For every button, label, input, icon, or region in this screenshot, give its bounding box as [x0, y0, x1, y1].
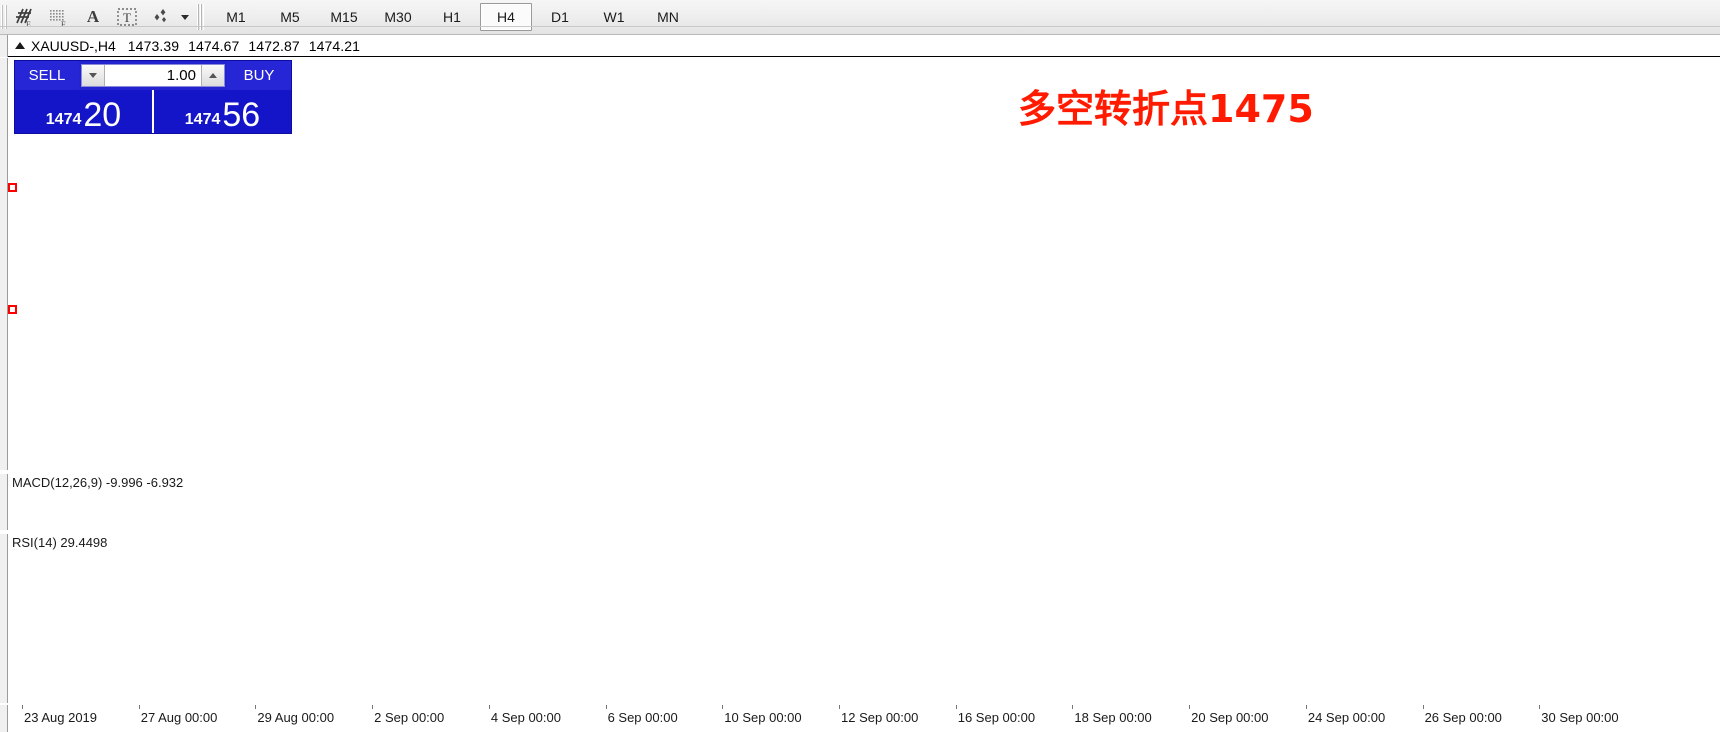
buy-price-pips: 56 [222, 96, 261, 134]
text-label-tool-icon[interactable]: T [111, 3, 143, 31]
date-axis-label: 20 Sep 00:00 [1191, 710, 1269, 725]
date-axis-baseline [0, 26, 1720, 27]
date-axis-tick [22, 705, 23, 709]
date-axis-tick [255, 705, 257, 709]
timeframe-m1[interactable]: M1 [226, 9, 246, 25]
date-axis-tick [138, 705, 140, 709]
date-axis-tick [955, 705, 957, 709]
date-axis-label: 29 Aug 00:00 [257, 710, 335, 725]
date-axis-label: 6 Sep 00:00 [607, 710, 678, 725]
chart-annotation-text: 多空转折点1475 [1018, 87, 1314, 131]
date-axis-label: 26 Sep 00:00 [1424, 710, 1502, 725]
buy-button[interactable]: BUY [227, 61, 291, 90]
date-axis-tick [1189, 705, 1191, 709]
symbol-name: XAUUSD-,H4 [31, 37, 116, 54]
date-axis-rail [0, 705, 8, 732]
hline-anchor-handle[interactable] [8, 305, 17, 315]
expert-advisors-icon[interactable]: E [9, 3, 41, 31]
toolbar-separator [197, 4, 204, 30]
timeframe-m30[interactable]: M30 [384, 9, 412, 25]
objects-icon[interactable] [145, 3, 177, 31]
rsi-title: RSI(14) 29.4498 [12, 535, 108, 550]
date-axis-label: 16 Sep 00:00 [957, 710, 1036, 725]
one-click-trading-panel[interactable]: SELL 1.00 BUY 1474 20 1474 56 [14, 60, 292, 134]
volume-stepper[interactable]: 1.00 [81, 64, 225, 87]
sell-price[interactable]: 1474 20 [15, 90, 152, 133]
rsi-pane-rail [0, 534, 8, 703]
date-axis-tick [1305, 705, 1307, 709]
date-axis-tick [1072, 705, 1074, 709]
volume-input[interactable]: 1.00 [105, 65, 201, 86]
svg-text:T: T [123, 10, 131, 25]
sell-button[interactable]: SELL [15, 61, 79, 90]
pane-rail [0, 34, 8, 57]
date-axis-label: 27 Aug 00:00 [140, 710, 218, 725]
macd-title: MACD(12,26,9) -9.996 -6.932 [12, 475, 184, 490]
timeframe-h1[interactable]: H1 [443, 9, 461, 25]
ohlc-high: 1474.67 [188, 37, 240, 54]
timeframe-w1[interactable]: W1 [603, 9, 625, 25]
ohlc-open: 1473.39 [127, 37, 180, 54]
date-axis-tick [605, 705, 607, 709]
buy-price-big-figure: 1474 [184, 111, 221, 128]
timeframe-d1[interactable]: D1 [551, 9, 569, 25]
collapse-triangle-icon[interactable] [15, 42, 25, 49]
svg-text:E: E [26, 20, 31, 28]
symbol-info-bar: XAUUSD-,H4 1473.39 1474.67 1472.87 1474.… [0, 34, 1720, 57]
date-axis-label: 12 Sep 00:00 [841, 710, 919, 725]
timeframe-mn[interactable]: MN [657, 9, 679, 25]
date-axis-tick [488, 705, 490, 709]
hline-anchor-handle[interactable] [8, 183, 17, 193]
indicators-icon[interactable]: F [43, 3, 75, 31]
trade-panel-prices: 1474 20 1474 56 [15, 90, 291, 133]
trade-panel-top-row: SELL 1.00 BUY [15, 61, 291, 90]
volume-decrease-button[interactable] [82, 65, 105, 86]
date-axis-tick [839, 705, 840, 709]
symbol-ohlc: 1473.39 1474.67 1472.87 1474.21 [128, 38, 365, 54]
volume-increase-button[interactable] [201, 65, 224, 86]
date-axis[interactable]: 23 Aug 2019 27 Aug 00:00 29 Aug 00:00 2 Sep… [0, 705, 1720, 732]
date-axis-tick [1422, 705, 1424, 709]
date-axis-label: 23 Aug 2019 [24, 710, 98, 725]
date-axis-tick [1539, 705, 1541, 709]
timeframe-m5[interactable]: M5 [280, 9, 300, 25]
date-axis-label: 24 Sep 00:00 [1307, 710, 1386, 725]
svg-text:F: F [61, 20, 66, 28]
objects-dropdown-chevron-down-icon[interactable] [178, 3, 192, 31]
ohlc-close: 1474.21 [308, 37, 361, 54]
date-axis-tick [372, 705, 374, 709]
date-axis-label: 2 Sep 00:00 [374, 710, 445, 725]
date-axis-label: 10 Sep 00:00 [724, 710, 802, 725]
toolbar-drag-handle[interactable] [1, 5, 8, 29]
timeframe-m15[interactable]: M15 [330, 9, 358, 25]
sell-price-pips: 20 [83, 96, 122, 134]
text-tool-icon[interactable]: A [86, 7, 100, 26]
ohlc-low: 1472.87 [248, 37, 300, 54]
date-axis-tick [722, 705, 724, 709]
sell-price-big-figure: 1474 [45, 111, 82, 128]
chart-pane-rail [0, 58, 8, 470]
buy-price[interactable]: 1474 56 [152, 90, 291, 133]
main-toolbar: E F [0, 0, 1720, 35]
date-axis-label: 4 Sep 00:00 [490, 710, 561, 725]
date-axis-label: 30 Sep 00:00 [1541, 710, 1619, 725]
date-axis-label: 18 Sep 00:00 [1074, 710, 1152, 725]
macd-pane-rail [0, 474, 8, 530]
